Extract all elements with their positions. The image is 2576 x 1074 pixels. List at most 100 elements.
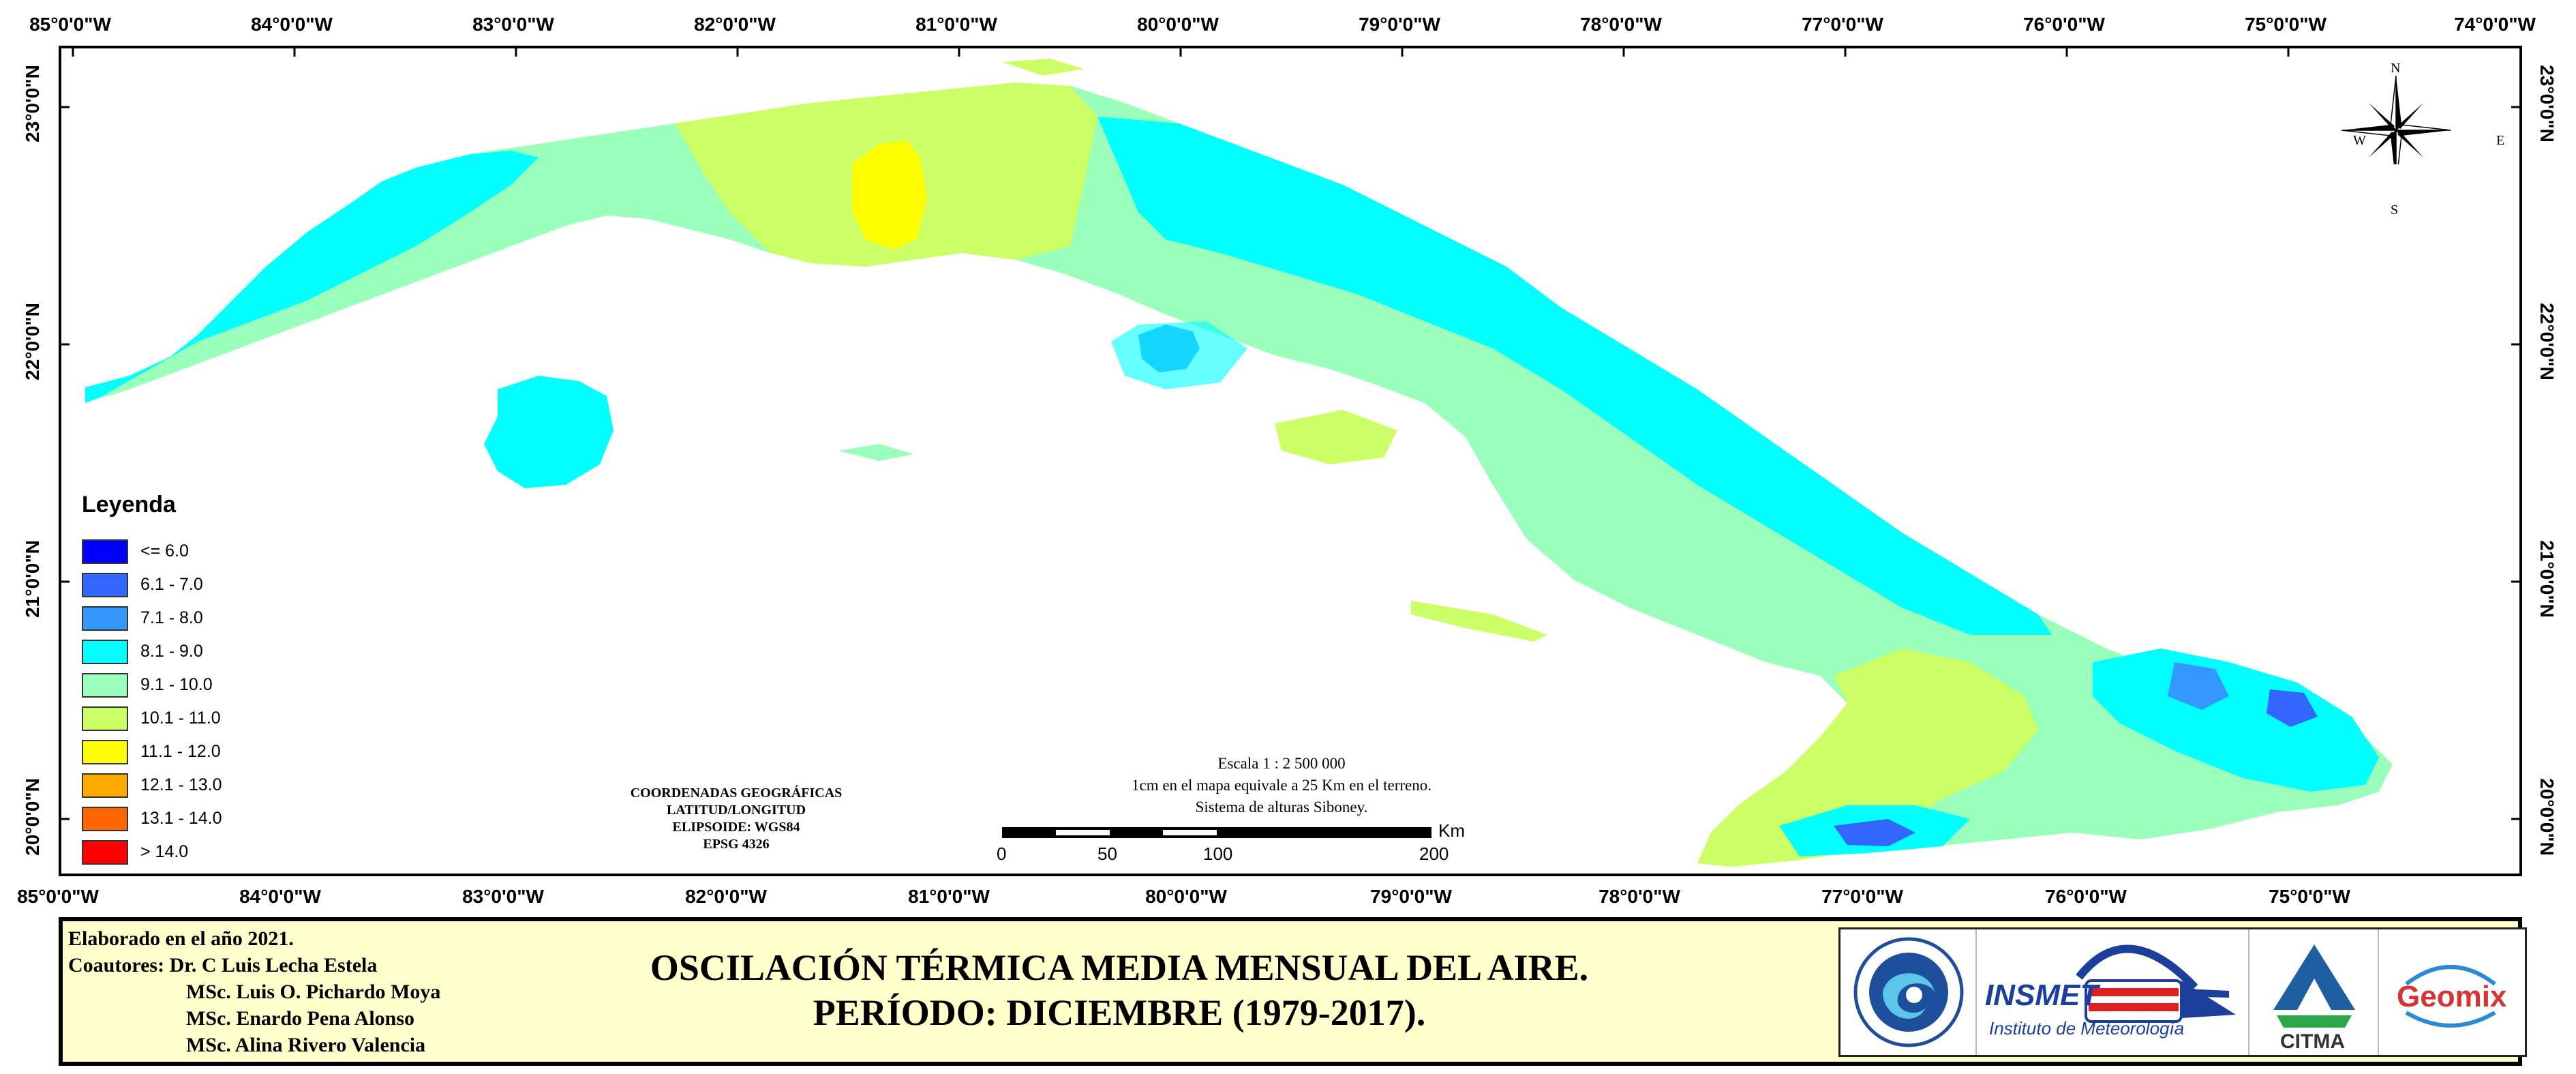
lon-label-bottom: 76°0'0"W [2045, 886, 2127, 907]
lat-label-left: 20°0'0"N [22, 778, 43, 856]
cays-north [1002, 59, 1084, 76]
zone-east-cyan [2093, 648, 2379, 792]
map-footer: Elaborado en el año 2021. Coautores: Dr.… [59, 917, 2527, 1066]
zone-sierra-maestra-blue [1834, 819, 1915, 846]
legend-label: 8.1 - 9.0 [140, 642, 203, 661]
legend-label: 7.1 - 8.0 [140, 608, 203, 627]
legend-label: 11.1 - 12.0 [140, 742, 221, 761]
map-frame: N S E W Leyenda <= 6.0 6.1 - 7.0 7.1 - 8… [59, 46, 2522, 876]
logos-panel: INSMET Instituto de Meteorología CITMA G… [1838, 927, 2527, 1057]
lon-label-bottom: 85°0'0"W [17, 886, 99, 907]
coords-line: ELIPSOIDE: WGS84 [672, 820, 800, 835]
map-title-line1: OSCILACIÓN TÉRMICA MEDIA MENSUAL DEL AIR… [650, 947, 1589, 988]
lat-label-right: 23°0'0"N [2536, 65, 2558, 143]
legend-row: 8.1 - 9.0 [82, 635, 300, 668]
legend-row: 11.1 - 12.0 [82, 735, 300, 769]
legend-swatch [82, 773, 128, 798]
legend-row: 7.1 - 8.0 [82, 601, 300, 635]
legend-row: 12.1 - 13.0 [82, 769, 300, 802]
lat-label-left: 21°0'0"N [22, 540, 43, 618]
scale-tick: 0 [997, 844, 1007, 864]
zone-north-coast-cyan [1097, 117, 2052, 635]
lon-label-bottom: 80°0'0"W [1145, 886, 1227, 907]
zone-yellow-patch [852, 140, 927, 250]
lon-label-bottom: 82°0'0"W [685, 886, 767, 907]
compass-rose-icon [2338, 48, 2454, 185]
credits-block: Elaborado en el año 2021. Coautores: Dr.… [68, 925, 440, 1058]
lon-label-top: 80°0'0"W [1137, 14, 1219, 35]
citma-text: CITMA [2280, 1030, 2345, 1053]
cuba-main-island [85, 83, 2393, 867]
legend-label: 6.1 - 7.0 [140, 575, 203, 594]
map-title-line2: PERÍODO: DICIEMBRE (1979-2017). [813, 992, 1426, 1033]
legend-label: 9.1 - 10.0 [140, 675, 213, 694]
smm-logo [1840, 929, 1977, 1055]
lon-label-bottom: 79°0'0"W [1370, 886, 1452, 907]
scale-tick: 50 [1097, 844, 1117, 864]
lat-label-left: 23°0'0"N [22, 65, 43, 143]
legend-row: > 14.0 [82, 835, 300, 869]
lat-label-left: 22°0'0"N [22, 303, 43, 381]
geomix-text: Geomix [2397, 980, 2507, 1013]
legend-swatch [82, 706, 128, 731]
zone-east-blue-spots [2168, 662, 2229, 710]
scale-tick: 200 [1419, 844, 1449, 864]
credits-coauthor: MSc. Luis O. Pichardo Moya [186, 981, 441, 1003]
legend-row: 13.1 - 14.0 [82, 802, 300, 835]
scale-bar: Km 0 50 100 200 [997, 820, 1493, 874]
isla-de-la-juventud [484, 376, 613, 488]
lon-label-top: 82°0'0"W [694, 14, 776, 35]
zone-escambray-cyan-halo [1111, 321, 1247, 389]
credits-coauthor: Coautores: Dr. C Luis Lecha Estela [68, 954, 378, 976]
lon-label-bottom: 75°0'0"W [2269, 886, 2350, 907]
legend-swatch [82, 606, 128, 631]
scale-text: Escala 1 : 2 500 000 1cm en el mapa equi… [1043, 753, 1520, 818]
insmet-subtext: Instituto de Meteorología [1989, 1018, 2185, 1039]
lon-label-top: 84°0'0"W [251, 14, 333, 35]
scale-line: 1cm en el mapa equivale a 25 Km en el te… [1131, 777, 1431, 794]
cuba-temperature-map [61, 48, 2519, 867]
legend-swatch [82, 839, 128, 865]
legend-label: 12.1 - 13.0 [140, 775, 222, 794]
legend-swatch [82, 672, 128, 698]
lon-label-bottom: 81°0'0"W [908, 886, 990, 907]
lon-label-bottom: 84°0'0"W [239, 886, 321, 907]
lon-label-top: 75°0'0"W [2245, 14, 2327, 35]
lat-label-right: 21°0'0"N [2536, 540, 2558, 618]
legend-swatch [82, 572, 128, 597]
legend-row: <= 6.0 [82, 535, 300, 568]
map-title: OSCILACIÓN TÉRMICA MEDIA MENSUAL DEL AIR… [540, 945, 1699, 1035]
coords-line: LATITUD/LONGITUD [666, 803, 806, 818]
lon-label-top: 85°0'0"W [29, 14, 111, 35]
lon-label-top: 74°0'0"W [2454, 14, 2536, 35]
legend-row: 10.1 - 11.0 [82, 702, 300, 735]
legend-title: Leyenda [82, 492, 176, 518]
insmet-text: INSMET [1985, 979, 2099, 1012]
cays-south-west [838, 444, 913, 461]
coords-line: COORDENADAS GEOGRÁFICAS [630, 786, 843, 801]
zone-southeast-yellowgreen [1697, 648, 2038, 867]
legend-swatch [82, 739, 128, 764]
insmet-logo: INSMET Instituto de Meteorología [1977, 929, 2249, 1055]
legend-label: <= 6.0 [140, 541, 189, 561]
legend-swatch [82, 539, 128, 564]
credits-year: Elaborado en el año 2021. [68, 927, 294, 950]
frame-ticks [61, 48, 2519, 820]
lon-label-top: 78°0'0"W [1580, 14, 1662, 35]
lon-label-bottom: 78°0'0"W [1598, 886, 1680, 907]
cays-south [1411, 601, 1547, 642]
citma-logo: CITMA [2249, 929, 2379, 1055]
lon-label-bottom: 77°0'0"W [1821, 886, 1903, 907]
lat-label-right: 20°0'0"N [2536, 778, 2558, 856]
compass-e-label: E [2496, 133, 2505, 148]
zone-central-yellowgreen [1275, 410, 1397, 464]
geomix-logo: Geomix [2379, 929, 2522, 1055]
zone-east-blue-spots-2 [2267, 689, 2318, 727]
scale-line: Escala 1 : 2 500 000 [1217, 755, 1346, 772]
lon-label-top: 77°0'0"W [1802, 14, 1883, 35]
lon-label-top: 83°0'0"W [472, 14, 554, 35]
legend-row: 9.1 - 10.0 [82, 668, 300, 702]
scale-tick: 100 [1203, 844, 1233, 864]
legend-label: 13.1 - 14.0 [140, 809, 222, 828]
lon-label-bottom: 83°0'0"W [462, 886, 544, 907]
